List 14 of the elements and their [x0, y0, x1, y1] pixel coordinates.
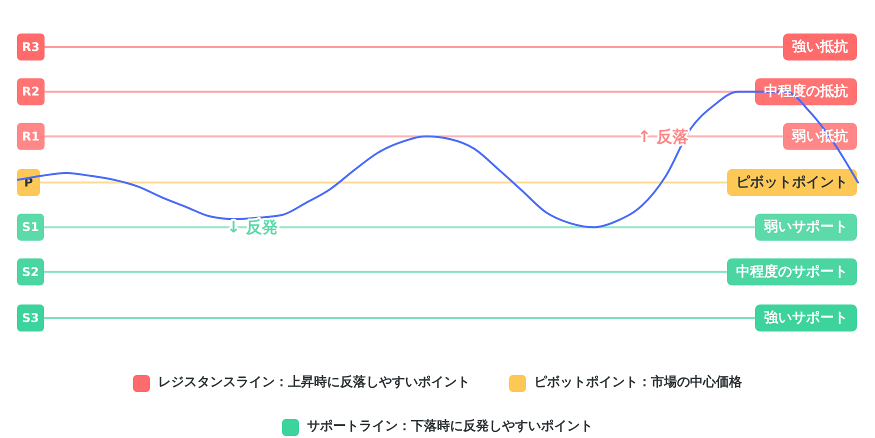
annotation: 強い抵抗: [792, 39, 848, 55]
legend-label: サポートライン：下落時に反発しやすいポイント: [307, 418, 593, 436]
ref-line-label: S1: [22, 220, 39, 234]
annotation: 中程度のサポート: [736, 262, 848, 280]
annotation: 強いサポート: [764, 310, 848, 326]
annotation: ピボットポイント: [736, 174, 848, 190]
legend-label: ピボットポイント：市場の中心価格: [534, 374, 742, 392]
ref-line-label: S3: [22, 311, 39, 325]
ref-line-label: R1: [22, 129, 40, 144]
annotation: 弱いサポート: [763, 219, 848, 236]
ref-line-label: R2: [22, 84, 40, 99]
ref-line-label: R3: [22, 40, 40, 54]
legend-label: レジスタンスライン：上昇時に反落しやすいポイント: [158, 374, 470, 392]
ref-line-label: S2: [22, 264, 39, 279]
